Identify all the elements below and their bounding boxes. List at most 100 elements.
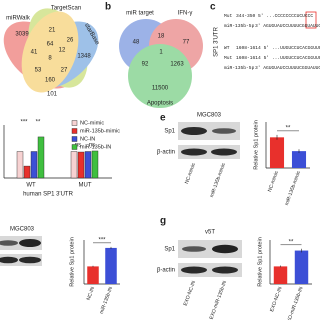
band <box>181 266 207 274</box>
bar <box>16 151 24 179</box>
x-tick-label: NC-IN <box>86 286 97 301</box>
significance: *** <box>20 120 28 126</box>
x-tick-label: EXO-NC-IN <box>183 280 198 307</box>
band <box>212 128 236 134</box>
panel-label: b <box>105 2 111 13</box>
bar <box>294 250 309 284</box>
panel-label: c <box>210 2 216 13</box>
seq-text: 1608-1614 5' ...UUGUCCUCACGGUUGCU <box>236 55 320 61</box>
venn-count: 21 <box>49 28 56 34</box>
venn-count: 1 <box>159 50 163 56</box>
venn-a <box>3 8 99 93</box>
bar <box>84 151 92 179</box>
blot-label: β-actin <box>157 150 175 156</box>
venn-count: 18 <box>158 34 165 40</box>
cell-label: v5T <box>205 230 215 236</box>
bar <box>269 137 285 168</box>
seq-text: 1608-1614 5' ...UUGUCCUCACGGUUGCU <box>236 45 320 51</box>
legend-swatch <box>71 120 78 126</box>
x-tick-label: NC-mimic <box>184 162 197 185</box>
legend-swatch <box>71 128 78 134</box>
venn-count: 3039 <box>15 32 29 38</box>
venn-count: 101 <box>47 92 58 98</box>
band <box>19 256 41 264</box>
band <box>212 244 238 254</box>
legend-label: miR-135b-mimic <box>80 128 120 134</box>
blot-label: Sp1 <box>164 129 175 135</box>
bar <box>70 151 78 179</box>
bar <box>105 247 117 284</box>
venn-count: 160 <box>45 78 56 84</box>
gene-label: SP1 3'UTR <box>214 26 220 56</box>
cell-label: MGC803 <box>10 227 35 233</box>
mutation-box <box>305 11 317 29</box>
significance: *** <box>98 237 106 243</box>
band <box>212 266 238 274</box>
band <box>181 148 207 156</box>
blots <box>0 122 242 277</box>
x-tick-label: MUT <box>79 183 92 189</box>
legend-label: NC-IN <box>80 136 95 142</box>
venn-count: 27 <box>61 68 68 74</box>
band <box>211 148 237 156</box>
bar <box>23 165 31 179</box>
bar <box>291 151 307 168</box>
blot <box>178 122 240 140</box>
x-tick-label: EXO-miR-135b-IN <box>209 280 229 320</box>
cell-label: MGC803 <box>197 113 222 119</box>
venn-set-label: miRWalk <box>6 16 31 22</box>
venn-ellipse <box>21 11 79 93</box>
x-tick-label: miR-135b-IN <box>99 286 114 315</box>
legend-label: NC-mimic <box>80 120 104 126</box>
legend-swatch <box>71 144 78 150</box>
bar <box>77 151 85 179</box>
venn-count: 11500 <box>152 86 169 92</box>
band <box>0 240 18 246</box>
venn-count: 64 <box>47 42 54 48</box>
seq-tag: Mut <box>224 55 233 61</box>
venn-count: 1348 <box>77 54 91 60</box>
band <box>19 239 41 247</box>
seq-tag: miR-135b-5p <box>224 23 255 29</box>
band <box>182 246 206 252</box>
venn-set-label: miR target <box>126 11 154 17</box>
venn-count: 1263 <box>170 62 184 68</box>
blot <box>178 240 242 258</box>
significance: ** <box>286 125 291 131</box>
bar <box>30 151 38 179</box>
blot-label: β-actin <box>157 268 175 274</box>
legend-label: miR-135b-IN <box>80 144 111 150</box>
x-tick-label: WT <box>26 183 36 189</box>
band <box>181 127 207 135</box>
venn-count: 92 <box>142 62 149 68</box>
seq-text: 344-350 5' ...CCCCCCCCUCUCCC <box>236 13 313 19</box>
venn-b <box>119 19 203 108</box>
significance: ns <box>75 142 81 148</box>
panel-label: e <box>160 113 166 124</box>
seq-tag: Mut <box>224 13 233 19</box>
venn-count: 26 <box>67 38 74 44</box>
x-axis-label: human SP1 3'UTR <box>23 192 74 198</box>
venn-set-label: TargetScan <box>51 6 81 12</box>
x-tick-label: EXO-NC-IN <box>269 286 284 313</box>
seq-text: 3' AGUGUAUCCUUUUCGGUAUUC <box>255 23 320 29</box>
panel-label: g <box>160 216 166 227</box>
x-tick-label: EXO-miR-135b-IN <box>285 286 305 320</box>
bar <box>87 266 99 284</box>
seq-tag: WT <box>224 45 230 51</box>
blot <box>178 145 240 159</box>
y-axis-label: Relative Sp1 protein <box>257 237 263 287</box>
blot-label: Sp1 <box>164 247 175 253</box>
bar <box>273 266 288 284</box>
significance: ** <box>36 120 41 126</box>
legend-swatch <box>71 136 78 142</box>
venn-count: 77 <box>183 40 190 46</box>
bar <box>91 150 99 179</box>
venn-count: 12 <box>59 48 66 54</box>
venn-count: 41 <box>31 50 38 56</box>
significance: ** <box>289 239 294 245</box>
bar <box>37 136 45 179</box>
seq-text: 3' AGUGUAUCCUUUUCGGUAUUC <box>255 65 320 71</box>
venn-set-label: IFN-γ <box>178 11 193 17</box>
